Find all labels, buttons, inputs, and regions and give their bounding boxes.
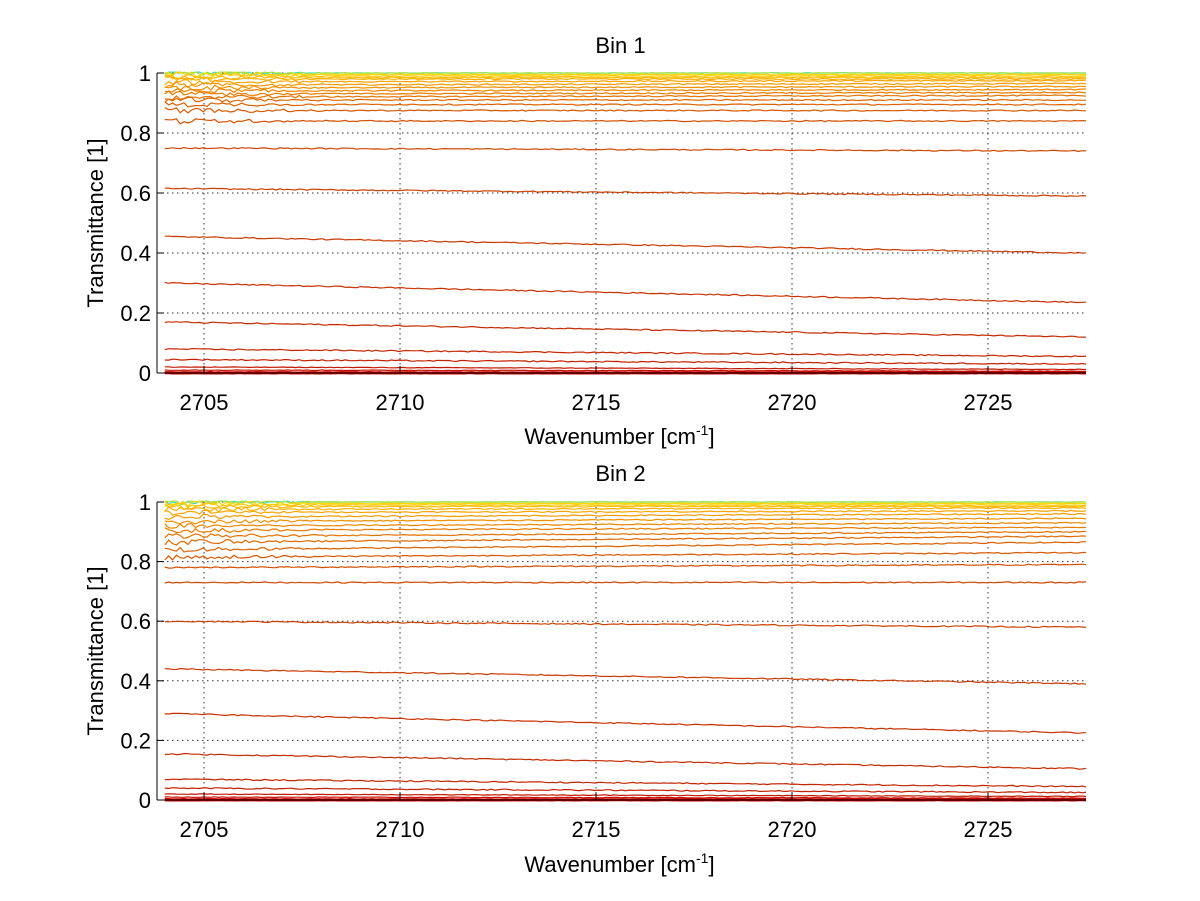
series-line-9 bbox=[164, 84, 1087, 92]
series-group bbox=[164, 71, 1087, 375]
y-tick-label: 1 bbox=[139, 490, 151, 515]
series-line-15 bbox=[164, 107, 1087, 114]
series-line-6 bbox=[164, 74, 1087, 83]
y-axis-label: Transmittance [1] bbox=[83, 138, 108, 307]
x-tick-label: 2725 bbox=[964, 390, 1013, 415]
series-line-4 bbox=[164, 502, 1087, 509]
series-line-20 bbox=[164, 281, 1087, 304]
y-tick-label: 0.8 bbox=[120, 121, 151, 146]
y-tick-label: 0.4 bbox=[120, 669, 151, 694]
series-line-13 bbox=[164, 96, 1087, 103]
x-axis-label: Wavenumber [cm-1] bbox=[524, 422, 714, 449]
series-line-15 bbox=[164, 551, 1086, 561]
series-line-14 bbox=[164, 541, 1087, 553]
series-line-16 bbox=[164, 118, 1087, 125]
x-axis-label: Wavenumber [cm-1] bbox=[524, 850, 714, 877]
x-tick-label: 2710 bbox=[376, 817, 425, 842]
series-line-6 bbox=[164, 505, 1087, 513]
chart-panel-1: 2705 2710 2715 2720 2725 0 0.2 0.4 0.6 0.8 1 Bin 1 W… bbox=[83, 33, 1087, 449]
series-line-23 bbox=[164, 358, 1087, 365]
series-line-17 bbox=[164, 581, 1087, 584]
series-line-25 bbox=[164, 369, 1086, 373]
series-line-18 bbox=[164, 187, 1087, 198]
chart-title: Bin 2 bbox=[595, 461, 645, 486]
series-line-14 bbox=[164, 101, 1087, 108]
series-line-2 bbox=[164, 71, 1087, 77]
series-line-19 bbox=[164, 235, 1087, 254]
chart-panel-2: 2705 2710 2715 2720 2725 0 0.2 0.4 0.6 0.8 1 Bin 2 W… bbox=[83, 461, 1087, 877]
series-line-23 bbox=[164, 787, 1087, 794]
series-line-3 bbox=[164, 71, 1087, 78]
series-line-24 bbox=[164, 366, 1087, 371]
series-line-21 bbox=[164, 752, 1087, 770]
y-tick-label: 0.6 bbox=[120, 181, 151, 206]
series-line-21 bbox=[164, 321, 1087, 338]
series-line-25 bbox=[164, 796, 1086, 800]
x-tick-label: 2705 bbox=[180, 817, 229, 842]
series-line-11 bbox=[164, 90, 1087, 97]
series-line-20 bbox=[164, 712, 1087, 734]
series-line-24 bbox=[164, 793, 1087, 798]
series-line-5 bbox=[164, 503, 1087, 510]
series-line-10 bbox=[164, 521, 1087, 529]
series-line-12 bbox=[164, 94, 1087, 101]
series-line-3 bbox=[164, 500, 1087, 507]
x-tick-label: 2720 bbox=[768, 390, 817, 415]
series-line-22 bbox=[164, 778, 1087, 788]
y-tick-label: 0.8 bbox=[120, 550, 151, 575]
series-line-17 bbox=[164, 146, 1087, 153]
series-line-19 bbox=[164, 667, 1087, 685]
x-tick-label: 2725 bbox=[964, 817, 1013, 842]
y-tick-label: 0 bbox=[139, 788, 151, 813]
x-tick-label: 2715 bbox=[572, 390, 621, 415]
series-line-7 bbox=[164, 509, 1087, 516]
series-line-9 bbox=[164, 517, 1087, 525]
series-line-7 bbox=[164, 78, 1087, 86]
x-tick-label: 2705 bbox=[180, 390, 229, 415]
series-line-12 bbox=[164, 530, 1086, 539]
series-line-8 bbox=[164, 81, 1087, 89]
series-line-16 bbox=[164, 563, 1087, 569]
x-tick-label: 2720 bbox=[768, 817, 817, 842]
series-line-2 bbox=[164, 500, 1087, 506]
x-tick-label: 2715 bbox=[572, 817, 621, 842]
series-line-5 bbox=[164, 74, 1087, 81]
series-line-8 bbox=[164, 512, 1087, 521]
series-line-18 bbox=[164, 620, 1087, 629]
series-line-10 bbox=[164, 88, 1087, 94]
series-line-13 bbox=[164, 535, 1087, 546]
y-axis-label: Transmittance [1] bbox=[83, 566, 108, 735]
series-line-22 bbox=[164, 347, 1087, 358]
y-tick-label: 0 bbox=[139, 361, 151, 386]
y-tick-label: 0.2 bbox=[120, 301, 151, 326]
y-tick-label: 1 bbox=[139, 61, 151, 86]
series-line-4 bbox=[164, 73, 1087, 80]
y-tick-label: 0.2 bbox=[120, 728, 151, 753]
chart-title: Bin 1 bbox=[595, 33, 645, 58]
series-group bbox=[164, 500, 1087, 802]
y-tick-label: 0.6 bbox=[120, 609, 151, 634]
series-line-11 bbox=[164, 526, 1087, 534]
x-tick-label: 2710 bbox=[376, 390, 425, 415]
y-tick-label: 0.4 bbox=[120, 241, 151, 266]
